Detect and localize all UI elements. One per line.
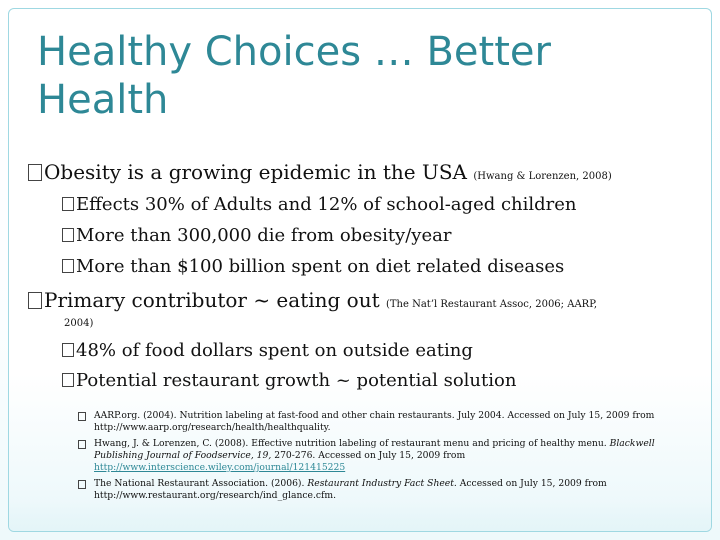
publication-title: Restaurant Industry Fact Sheet. (307, 478, 457, 489)
bullet-text: More than $100 billion spent on diet rel… (76, 256, 565, 277)
square-bullet-icon (78, 412, 86, 421)
citation: (Hwang & Lorenzen, 2008) (473, 171, 612, 182)
bullet-obesity: Obesity is a growing epidemic in the USA… (28, 160, 612, 184)
subbullet-spending: More than $100 billion spent on diet rel… (62, 256, 564, 277)
reference-text: AARP.org. (2004). Nutrition labeling at … (94, 410, 655, 433)
journal-title: Blackwell Publishing Journal of Foodserv… (94, 438, 655, 461)
reference-text: 270-276. Accessed on July 15, 2009 from (271, 450, 466, 461)
subbullet-restaurant-growth: Potential restaurant growth ~ potential … (62, 370, 516, 391)
square-bullet-icon (62, 373, 74, 387)
reference-item: Hwang, J. & Lorenzen, C. (2008). Effecti… (78, 438, 668, 474)
reference-item: AARP.org. (2004). Nutrition labeling at … (78, 410, 668, 434)
square-bullet-icon (62, 343, 74, 357)
subbullet-food-dollars: 48% of food dollars spent on outside eat… (62, 340, 473, 361)
reference-text: Accessed on July 15, 2009 from http://ww… (94, 478, 607, 501)
reference-link[interactable]: http://www.interscience.wiley.com/journa… (94, 462, 346, 473)
bullet-eating-out: Primary contributor ~ eating out (The Na… (28, 288, 597, 312)
square-bullet-icon (62, 259, 74, 273)
square-bullet-icon (78, 440, 86, 449)
square-bullet-icon (28, 164, 42, 181)
bullet-text: Primary contributor ~ eating out (44, 288, 380, 312)
slide-title: Healthy Choices … Better Health (37, 29, 551, 123)
bottom-accent-band (9, 501, 711, 531)
square-bullet-icon (62, 228, 74, 242)
square-bullet-icon (78, 480, 86, 489)
bullet-text: More than 300,000 die from obesity/year (76, 225, 452, 246)
square-bullet-icon (62, 197, 74, 211)
slide-frame (8, 8, 712, 532)
bullet-text: Potential restaurant growth ~ potential … (76, 370, 517, 391)
citation: (The Nat’l Restaurant Assoc, 2006; AARP, (385, 299, 598, 310)
reference-text: The National Restaurant Association. (20… (94, 478, 308, 489)
reference-item: The National Restaurant Association. (20… (78, 478, 668, 502)
citation-continued: 2004) (64, 318, 94, 329)
bullet-text: 48% of food dollars spent on outside eat… (76, 340, 473, 361)
subbullet-effects: Effects 30% of Adults and 12% of school-… (62, 194, 577, 215)
reference-text: Hwang, J. & Lorenzen, C. (2008). Effecti… (94, 438, 610, 449)
subbullet-deaths: More than 300,000 die from obesity/year (62, 225, 451, 246)
bullet-text: Effects 30% of Adults and 12% of school-… (76, 194, 577, 215)
bullet-text: Obesity is a growing epidemic in the USA (44, 160, 467, 184)
references-list: AARP.org. (2004). Nutrition labeling at … (78, 410, 668, 506)
square-bullet-icon (28, 292, 42, 309)
